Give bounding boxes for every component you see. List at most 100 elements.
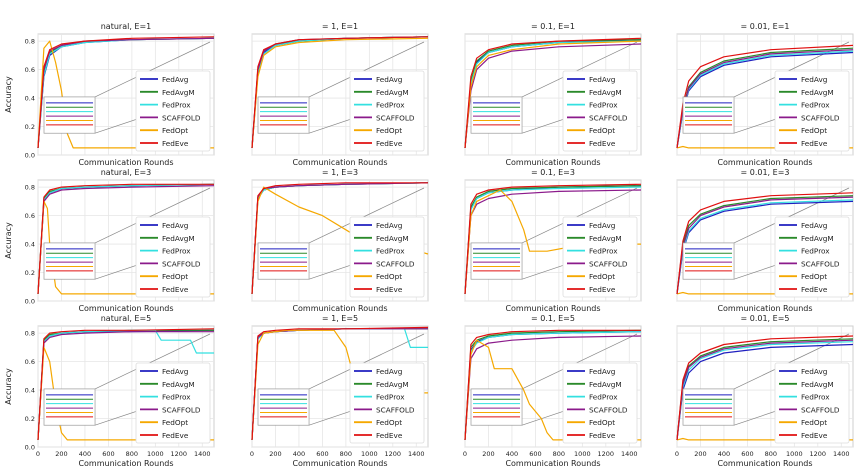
legend-label-fedprox: FedProx [589, 247, 618, 256]
legend-label-fedeve: FedEve [589, 431, 616, 440]
y-tick-label: 0.8 [25, 38, 35, 46]
x-axis-label: Communication Rounds [505, 459, 600, 468]
x-tick-label: 1000 [147, 450, 164, 458]
x-tick-label: 600 [102, 450, 114, 458]
x-tick-label: 1200 [171, 450, 188, 458]
series-line-fedeve [464, 329, 641, 440]
legend-label-fedopt: FedOpt [162, 126, 188, 135]
x-axis-label: Communication Rounds [78, 459, 173, 468]
x-tick-label: 800 [126, 450, 138, 458]
series-line-fedeve [37, 328, 215, 440]
inset-box [257, 96, 310, 134]
legend-label-fedopt: FedOpt [162, 272, 188, 281]
y-tick-label: 0.6 [25, 66, 35, 74]
x-tick-label: 1000 [361, 450, 378, 458]
y-tick-label: 0.0 [25, 444, 35, 452]
inset-connector [521, 333, 638, 390]
legend-label-fedavgm: FedAvgM [801, 380, 834, 389]
panel-title: = 1, E=1 [322, 22, 358, 31]
legend-label-scaffold: SCAFFOLD [589, 405, 628, 414]
legend-label-fedavg: FedAvg [801, 221, 827, 230]
panel-6: = 1, E=3 Communication Rounds FedAvg FedAvg… [251, 168, 429, 313]
series-line-fedopt [37, 40, 214, 149]
panel-1: natural, E=1 Communication Rounds Accuracy… [4, 22, 215, 167]
x-tick-label: 600 [741, 450, 753, 458]
x-axis-label: Communication Rounds [292, 158, 387, 167]
series-line-fedeve [251, 182, 428, 294]
legend-label-fedprox: FedProx [162, 247, 191, 256]
legend-label-fedprox: FedProx [589, 101, 618, 110]
x-tick-label: 400 [506, 450, 518, 458]
y-tick-label: 0.4 [25, 387, 35, 395]
legend-label-fedavgm: FedAvgM [376, 380, 409, 389]
legend-label-fedavg: FedAvg [801, 367, 827, 376]
legend-label-fedavgm: FedAvgM [589, 88, 622, 97]
y-tick-label: 0.8 [25, 184, 35, 192]
panel-2: = 1, E=1 Communication Rounds FedAvg FedAvg… [251, 22, 429, 167]
x-tick-label: 200 [55, 450, 67, 458]
panel-title: = 0.01, E=1 [741, 22, 790, 31]
panel-8: = 0.01, E=3 Communication Rounds FedAvg Fed… [676, 168, 854, 313]
panel-9: natural, E=5 Communication Rounds Accuracy… [4, 314, 215, 468]
panel-title: natural, E=5 [101, 314, 152, 323]
inset-connector [308, 187, 425, 244]
y-tick-label: 0.6 [25, 358, 35, 366]
legend-label-fedeve: FedEve [801, 285, 828, 294]
legend-label-fedavgm: FedAvgM [162, 380, 195, 389]
legend-label-fedeve: FedEve [376, 431, 403, 440]
legend-label-fedprox: FedProx [376, 247, 405, 256]
inset-box [43, 242, 96, 280]
series-line-fedopt [676, 145, 853, 149]
series-line-fedopt [251, 37, 429, 148]
legend-label-scaffold: SCAFFOLD [162, 405, 201, 414]
panel-title: = 0.01, E=3 [741, 168, 790, 177]
panel-title: natural, E=3 [101, 168, 152, 177]
legend-label-fedavg: FedAvg [589, 75, 615, 84]
legend-label-fedavgm: FedAvgM [589, 234, 622, 243]
panel-title: natural, E=1 [101, 22, 152, 31]
series-line-fedeve [251, 326, 429, 440]
x-axis-label: Communication Rounds [505, 304, 600, 313]
x-tick-label: 1400 [408, 450, 425, 458]
inset-connector [94, 41, 211, 98]
panel-7: = 0.1, E=3 Communication Rounds FedAvg FedA… [464, 168, 642, 313]
series-line-fedeve [37, 36, 215, 148]
legend-label-fedavgm: FedAvgM [589, 380, 622, 389]
legend-label-fedopt: FedOpt [376, 418, 402, 427]
legend-label-fedavgm: FedAvgM [801, 88, 834, 97]
panel-title: = 0.01, E=5 [741, 314, 790, 323]
legend-label-scaffold: SCAFFOLD [376, 113, 415, 122]
panel-title: = 0.1, E=1 [531, 22, 575, 31]
legend-label-fedavg: FedAvg [376, 367, 402, 376]
x-tick-label: 800 [340, 450, 352, 458]
legend-label-scaffold: SCAFFOLD [589, 259, 628, 268]
inset-box [43, 96, 96, 134]
x-axis-label: Communication Rounds [717, 158, 812, 167]
series-line-fedeve [676, 192, 854, 294]
legend-label-fedopt: FedOpt [801, 272, 827, 281]
inset-box [682, 242, 735, 280]
panel-12: = 0.01, E=5 Communication Rounds 0 200 400 60… [675, 314, 854, 468]
legend-label-fedopt: FedOpt [162, 418, 188, 427]
legend-label-scaffold: SCAFFOLD [801, 259, 840, 268]
y-tick-label: 0.8 [25, 330, 35, 338]
legend-label-scaffold: SCAFFOLD [376, 259, 415, 268]
legend-label-fedopt: FedOpt [589, 126, 615, 135]
x-tick-label: 1200 [598, 450, 615, 458]
legend-label-fedprox: FedProx [376, 393, 405, 402]
legend-label-fedopt: FedOpt [589, 418, 615, 427]
legend-label-fedprox: FedProx [162, 101, 191, 110]
x-axis-label: Communication Rounds [505, 158, 600, 167]
legend-label-fedavg: FedAvg [162, 75, 188, 84]
inset-box [257, 242, 310, 280]
inset-connector [733, 187, 850, 244]
inset-connector [94, 187, 211, 244]
y-tick-label: 0.4 [25, 241, 35, 249]
panel-11: = 0.1, E=5 Communication Rounds 0 200 400 600… [463, 314, 642, 468]
legend-label-fedopt: FedOpt [376, 126, 402, 135]
y-tick-label: 0.2 [25, 269, 35, 277]
x-tick-label: 0 [675, 450, 679, 458]
legend-label-fedeve: FedEve [589, 139, 616, 148]
legend-label-fedeve: FedEve [801, 139, 828, 148]
x-tick-label: 0 [250, 450, 254, 458]
